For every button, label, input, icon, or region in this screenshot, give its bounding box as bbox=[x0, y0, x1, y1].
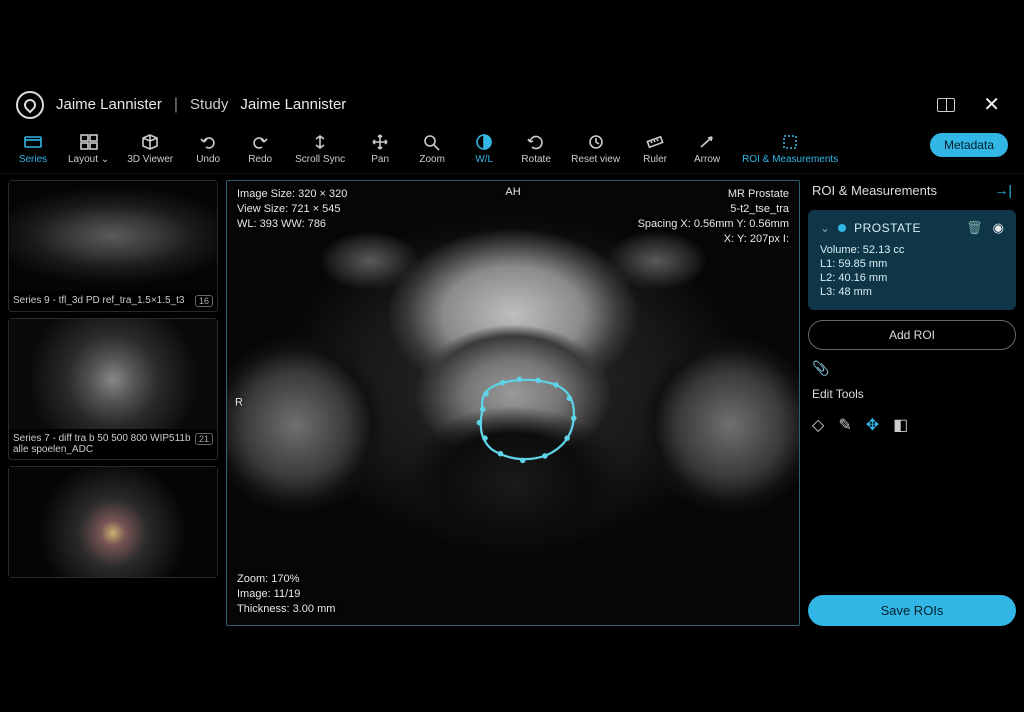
reset-icon bbox=[586, 133, 606, 151]
series-icon bbox=[23, 133, 43, 151]
tool-brush[interactable]: ✎ bbox=[838, 415, 851, 435]
save-rois-button[interactable]: Save ROIs bbox=[808, 595, 1016, 626]
roi-color-dot bbox=[838, 224, 846, 232]
close-button[interactable]: ✕ bbox=[975, 88, 1008, 121]
app-logo bbox=[16, 91, 44, 119]
tool-roi-measurements[interactable]: ROI & Measurements bbox=[742, 133, 838, 165]
roi-name: PROSTATE bbox=[854, 221, 958, 235]
scan-image bbox=[227, 181, 799, 625]
tool-label: Layout ⌄ bbox=[68, 154, 109, 165]
docs-icon[interactable] bbox=[937, 98, 955, 112]
separator: | bbox=[174, 96, 178, 114]
rotate-icon bbox=[526, 133, 546, 151]
overlay-top-right: MR Prostate 5-t2_tse_tra Spacing X: 0.56… bbox=[638, 187, 789, 246]
panel-title-row: ROI & Measurements →| bbox=[808, 180, 1016, 200]
tool-label: Reset view bbox=[571, 154, 620, 165]
layout-icon bbox=[79, 133, 99, 151]
tool-layout[interactable]: Layout ⌄ bbox=[68, 133, 109, 165]
dicom-viewer-app: Jaime Lannister | Study Jaime Lannister … bbox=[0, 80, 1024, 632]
tool-eraser[interactable]: ◧ bbox=[893, 415, 908, 435]
main-area: Series 9 - tfl_3d PD ref_tra_1.5×1.5_t3 … bbox=[0, 174, 1024, 632]
study-name: Jaime Lannister bbox=[240, 96, 346, 113]
toolbar: Series Layout ⌄ 3D Viewer Undo Redo Scro… bbox=[0, 129, 1024, 174]
series-thumb[interactable]: Series 9 - tfl_3d PD ref_tra_1.5×1.5_t3 … bbox=[8, 180, 218, 312]
roi-panel: ROI & Measurements →| ⌄ PROSTATE 🗑 ◉ Vol… bbox=[808, 180, 1016, 626]
tool-label: Undo bbox=[196, 154, 220, 165]
study-label: Study bbox=[190, 96, 228, 113]
overlay-top-left: Image Size: 320 × 320 View Size: 721 × 5… bbox=[237, 187, 347, 232]
edit-tools: ◇ ✎ ✥ ◧ bbox=[808, 411, 1016, 439]
patient-name: Jaime Lannister bbox=[56, 96, 162, 113]
tool-zoom[interactable]: Zoom bbox=[415, 133, 449, 165]
roi-card[interactable]: ⌄ PROSTATE 🗑 ◉ Volume: 52.13 cc L1: 59.8… bbox=[808, 210, 1016, 310]
thumb-image bbox=[9, 181, 217, 291]
tool-label: Rotate bbox=[521, 154, 550, 165]
tool-pan[interactable]: Pan bbox=[363, 133, 397, 165]
tool-label: Series bbox=[19, 154, 47, 165]
series-thumb[interactable]: Series 7 - diff tra b 50 500 800 WIP511b… bbox=[8, 318, 218, 460]
tool-scroll-sync[interactable]: Scroll Sync bbox=[295, 133, 345, 165]
metadata-button[interactable]: Metadata bbox=[930, 133, 1008, 157]
pan-icon bbox=[370, 133, 390, 151]
zoom-icon bbox=[422, 133, 442, 151]
thumb-badge: 21 bbox=[195, 433, 213, 445]
thumb-caption: Series 7 - diff tra b 50 500 800 WIP511b… bbox=[13, 433, 191, 455]
tool-label: Arrow bbox=[694, 154, 720, 165]
tool-label: W/L bbox=[475, 154, 493, 165]
tool-undo[interactable]: Undo bbox=[191, 133, 225, 165]
wl-icon bbox=[474, 133, 494, 151]
delete-icon[interactable]: 🗑 bbox=[966, 220, 983, 236]
tool-label: Zoom bbox=[419, 154, 445, 165]
tool-label: Pan bbox=[371, 154, 389, 165]
ruler-icon bbox=[645, 133, 665, 151]
header-bar: Jaime Lannister | Study Jaime Lannister … bbox=[0, 80, 1024, 129]
tool-label: ROI & Measurements bbox=[742, 154, 838, 165]
tool-series[interactable]: Series bbox=[16, 133, 50, 165]
visibility-icon[interactable]: ◉ bbox=[993, 220, 1004, 236]
roi-icon bbox=[780, 133, 800, 151]
edit-tools-title: Edit Tools bbox=[808, 387, 1016, 401]
tool-point[interactable]: ◇ bbox=[812, 415, 824, 435]
scroll-sync-icon bbox=[310, 133, 330, 151]
tool-wl[interactable]: W/L bbox=[467, 133, 501, 165]
attachment-icon[interactable]: 📎 bbox=[808, 360, 1016, 377]
thumb-image bbox=[9, 467, 217, 577]
tool-rotate[interactable]: Rotate bbox=[519, 133, 553, 165]
thumb-badge: 16 bbox=[195, 295, 213, 307]
tool-label: 3D Viewer bbox=[127, 154, 173, 165]
add-roi-button[interactable]: Add ROI bbox=[808, 320, 1016, 350]
image-viewport[interactable]: AH R Image Size: 320 × 320 View Size: 72… bbox=[226, 180, 800, 626]
thumb-caption: Series 9 - tfl_3d PD ref_tra_1.5×1.5_t3 bbox=[13, 295, 185, 306]
collapse-icon[interactable]: →| bbox=[994, 182, 1012, 198]
tool-label: Scroll Sync bbox=[295, 154, 345, 165]
undo-icon bbox=[198, 133, 218, 151]
series-panel: Series 9 - tfl_3d PD ref_tra_1.5×1.5_t3 … bbox=[8, 180, 218, 626]
overlay-bottom-left: Zoom: 170% Image: 11/19 Thickness: 3.00 … bbox=[237, 572, 335, 617]
series-thumb[interactable] bbox=[8, 466, 218, 578]
orientation-left: R bbox=[235, 396, 243, 411]
tool-arrow[interactable]: Arrow bbox=[690, 133, 724, 165]
tool-redo[interactable]: Redo bbox=[243, 133, 277, 165]
arrow-icon bbox=[697, 133, 717, 151]
tool-3d-viewer[interactable]: 3D Viewer bbox=[127, 133, 173, 165]
orientation-top: AH bbox=[505, 185, 520, 200]
tool-label: Ruler bbox=[643, 154, 667, 165]
thumb-image bbox=[9, 319, 217, 429]
redo-icon bbox=[250, 133, 270, 151]
panel-title: ROI & Measurements bbox=[812, 183, 937, 198]
roi-stats: Volume: 52.13 cc L1: 59.85 mm L2: 40.16 … bbox=[820, 244, 1004, 298]
tool-label: Redo bbox=[248, 154, 272, 165]
tool-ruler[interactable]: Ruler bbox=[638, 133, 672, 165]
tool-move[interactable]: ✥ bbox=[866, 415, 879, 435]
cube-icon bbox=[140, 133, 160, 151]
tool-reset-view[interactable]: Reset view bbox=[571, 133, 620, 165]
